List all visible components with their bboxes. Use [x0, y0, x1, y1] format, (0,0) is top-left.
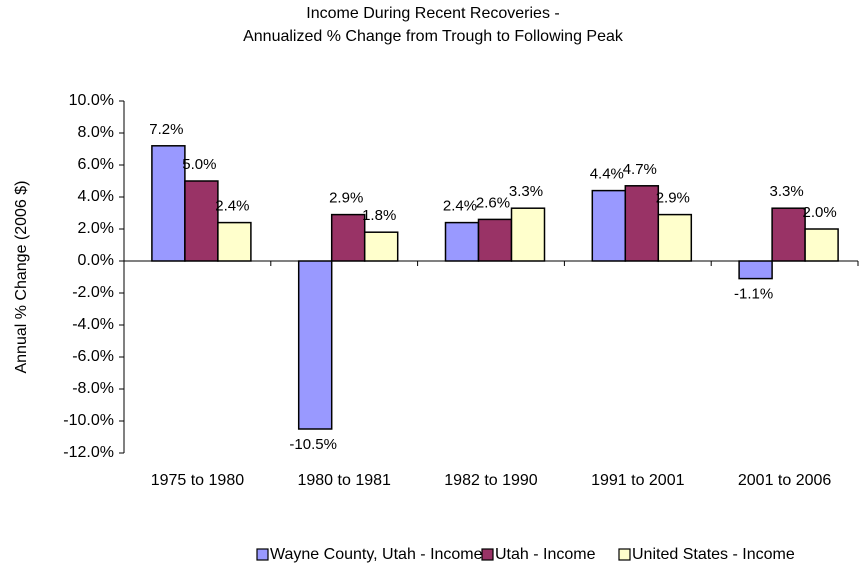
y-tick-label: -2.0%	[72, 284, 114, 301]
bar	[217, 221, 252, 262]
y-tick-label: -10.0%	[63, 412, 114, 429]
y-axis-label: Annual % Change (2006 $)	[13, 180, 30, 373]
bar	[477, 218, 513, 262]
legend-swatch	[618, 548, 631, 561]
bar	[151, 145, 186, 262]
y-tick-label: -8.0%	[72, 380, 114, 397]
legend-label: Wayne County, Utah - Income	[270, 546, 483, 563]
bar	[330, 213, 366, 262]
y-tick-label: 2.0%	[78, 220, 114, 237]
chart-title: Annualized % Change from Trough to Follo…	[243, 28, 624, 45]
data-label: 2.6%	[476, 194, 510, 211]
y-tick-label: -4.0%	[72, 316, 114, 333]
bar	[363, 231, 399, 262]
legend-label: United States - Income	[632, 546, 795, 563]
data-label: -1.1%	[734, 286, 773, 303]
bar	[657, 213, 693, 262]
data-label: 2.4%	[215, 198, 249, 215]
chart-title: Income During Recent Recoveries -	[306, 5, 559, 22]
data-label: 7.2%	[149, 121, 183, 138]
data-label: -10.5%	[289, 436, 337, 453]
y-tick-label: 4.0%	[78, 188, 114, 205]
y-tick-label: 10.0%	[69, 92, 114, 109]
data-label: 3.3%	[769, 183, 803, 200]
legend-label: Utah - Income	[495, 546, 596, 563]
bar	[804, 228, 839, 262]
data-label: 5.0%	[182, 156, 216, 173]
bar	[624, 185, 660, 262]
data-label: 4.4%	[590, 166, 624, 183]
bar	[184, 180, 219, 262]
bar	[444, 221, 480, 262]
data-label: 1.8%	[362, 207, 396, 224]
x-tick-label: 1991 to 2001	[591, 472, 685, 489]
y-tick-label: 8.0%	[78, 124, 114, 141]
legend-swatch	[256, 548, 269, 561]
y-tick-label: -12.0%	[63, 444, 114, 461]
data-label: 3.3%	[509, 183, 543, 200]
data-label: 2.9%	[329, 190, 363, 207]
bar	[738, 260, 773, 280]
bar	[591, 189, 627, 262]
y-tick-label: -6.0%	[72, 348, 114, 365]
y-tick-label: 0.0%	[78, 252, 114, 269]
bar	[297, 260, 333, 430]
bar	[771, 207, 806, 262]
data-label: 2.4%	[443, 198, 477, 215]
legend-swatch	[481, 548, 494, 561]
x-tick-label: 1975 to 1980	[151, 472, 245, 489]
data-label: 4.7%	[623, 161, 657, 178]
x-tick-label: 1982 to 1990	[444, 472, 538, 489]
data-label: 2.0%	[802, 204, 836, 221]
x-tick-label: 2001 to 2006	[738, 472, 832, 489]
bar	[510, 207, 546, 262]
data-label: 2.9%	[656, 190, 690, 207]
x-tick-label: 1980 to 1981	[297, 472, 391, 489]
y-tick-label: 6.0%	[78, 156, 114, 173]
